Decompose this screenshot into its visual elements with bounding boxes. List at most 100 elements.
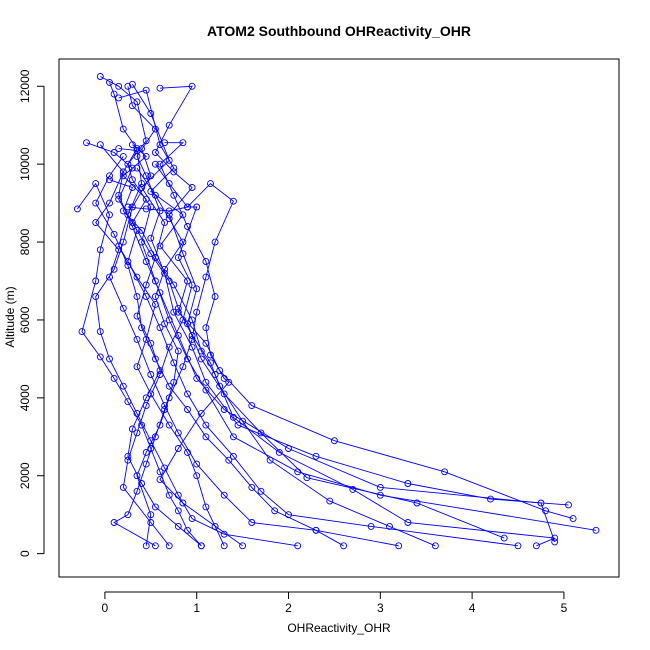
data-point <box>193 308 201 316</box>
data-point <box>165 382 173 390</box>
data-point <box>211 371 219 378</box>
data-point <box>151 433 159 441</box>
data-point <box>92 199 100 207</box>
data-point <box>161 139 169 147</box>
data-point <box>184 223 191 230</box>
data-point <box>202 503 210 511</box>
data-point <box>151 355 159 363</box>
data-point <box>188 184 196 191</box>
data-point <box>142 137 150 145</box>
data-point <box>128 80 136 88</box>
data-point <box>202 433 210 441</box>
y-axis: 0 2000 4000 6000 8000 10000 12000 <box>18 69 45 557</box>
data-point <box>147 339 155 347</box>
data-point <box>551 538 559 546</box>
data-point <box>161 402 169 410</box>
data-point <box>124 398 132 406</box>
data-point <box>151 125 159 133</box>
data-point <box>124 511 132 519</box>
data-point <box>165 421 173 429</box>
data-point <box>115 82 123 90</box>
data-point <box>133 147 141 154</box>
data-point <box>133 335 141 343</box>
data-point <box>142 258 150 265</box>
data-point <box>165 491 173 499</box>
data-point <box>330 437 338 445</box>
profile-line <box>127 86 569 506</box>
data-point <box>138 480 146 487</box>
data-point <box>312 526 320 534</box>
data-point <box>179 363 187 371</box>
data-point <box>133 472 141 480</box>
data-point <box>161 320 169 328</box>
data-point <box>271 507 279 515</box>
data-point <box>133 98 141 106</box>
y-tick-label: 6000 <box>18 306 32 333</box>
plot-frame <box>58 58 620 578</box>
data-point <box>142 448 150 456</box>
data-point <box>110 149 118 156</box>
data-point <box>165 207 173 215</box>
data-point <box>220 542 228 550</box>
data-point <box>138 324 146 332</box>
profile-line <box>77 182 202 547</box>
data-point <box>133 145 141 153</box>
data-point <box>170 191 178 199</box>
data-point <box>128 102 136 110</box>
data-point <box>188 332 196 339</box>
data-point <box>202 258 210 265</box>
data-point <box>165 215 173 223</box>
data-point <box>110 265 118 273</box>
data-point <box>441 468 449 476</box>
data-point <box>119 125 127 133</box>
data-point <box>188 515 196 523</box>
data-point <box>184 355 191 363</box>
data-point <box>78 328 86 336</box>
data-point <box>211 522 219 530</box>
data-point <box>119 172 127 180</box>
y-tick-label: 12000 <box>18 69 32 103</box>
data-point <box>142 335 150 343</box>
data-point <box>216 382 224 390</box>
y-tick-label: 8000 <box>18 228 32 255</box>
x-tick-label: 4 <box>469 601 476 615</box>
data-point <box>537 499 545 507</box>
data-point <box>138 238 146 246</box>
data-point <box>248 483 256 491</box>
data-point <box>413 499 421 507</box>
y-tick-label: 2000 <box>18 462 32 489</box>
data-point <box>142 172 150 180</box>
data-point <box>303 474 311 482</box>
data-point <box>565 501 572 509</box>
data-point <box>142 152 150 160</box>
data-point <box>500 534 508 542</box>
data-point <box>128 219 136 227</box>
data-point <box>220 530 228 538</box>
data-point <box>92 293 100 301</box>
data-point <box>133 293 141 301</box>
data-point <box>386 522 393 530</box>
data-point <box>294 468 302 476</box>
data-point <box>184 203 191 211</box>
data-point <box>115 246 123 254</box>
data-point <box>514 542 522 550</box>
data-point <box>142 86 150 94</box>
data-point <box>349 485 357 493</box>
data-point <box>156 421 164 429</box>
data-point <box>285 445 292 452</box>
data-point <box>106 355 113 363</box>
data-point <box>229 197 237 205</box>
data-point <box>106 199 113 207</box>
data-point <box>124 452 132 460</box>
data-point <box>174 304 182 312</box>
data-point <box>151 149 159 156</box>
data-point <box>229 433 237 441</box>
data-point <box>147 511 155 519</box>
x-tick-label: 0 <box>102 601 109 615</box>
profile-line <box>154 85 505 539</box>
data-point <box>161 265 169 273</box>
data-point <box>170 164 178 172</box>
data-point <box>151 277 159 285</box>
data-point <box>147 187 155 195</box>
data-point <box>119 304 127 312</box>
